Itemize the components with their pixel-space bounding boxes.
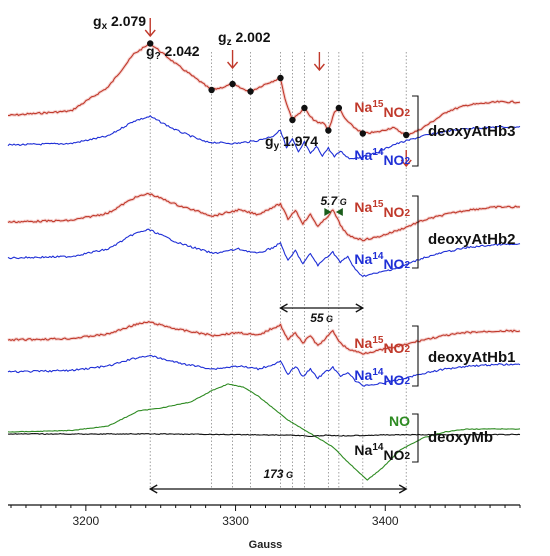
trace-deoxyAtHb3-na15 [8,43,521,136]
trace-deoxyAtHb2-na14 [7,228,521,278]
legend-deoxyAtHb2: Na15NO2 Na14NO2 deoxyAtHb2 [354,195,516,272]
measurement-arrowhead-left [324,208,332,216]
peak-dots [147,40,410,139]
x-tick-label-1: 3300 [222,514,249,528]
legend-entry-deoxyMb-1: Na14NO2 [354,442,410,463]
legend-entry-deoxyAtHb3-1: Na14NO2 [354,147,410,168]
peak-dot-8 [335,104,343,112]
measurement-arrows: 5.7 G 55 G 173 G [148,194,408,494]
group-label-deoxyAtHb3: deoxyAtHb3 [428,123,516,140]
group-label-deoxyAtHb2: deoxyAtHb2 [428,231,516,248]
legend-entry-deoxyAtHb3-0: Na15NO2 [354,99,410,120]
peak-dot-2 [229,80,236,88]
x-axis-title: Gauss [249,539,283,551]
legend-entry-deoxyMb-0: NO [389,413,410,429]
measurement-label-0: 5.7 G [321,194,347,208]
peak-dot-0 [147,40,154,47]
legend-deoxyAtHb3: Na15NO2 Na14NO2 deoxyAtHb3 [354,95,516,168]
g-marker-label-y: gy 1.974 [265,133,318,152]
peak-dot-7 [325,127,332,134]
trace-deoxyAtHb2-na15 [7,192,521,242]
trace-halo-deoxyAtHb3 [7,42,521,137]
trace-deoxyMb-mb_nitrite [7,433,521,438]
legend-entry-deoxyAtHb2-0: Na15NO2 [354,199,410,220]
peak-dot-5 [289,116,296,124]
legend-entry-deoxyAtHb1-0: Na15NO2 [354,335,410,356]
legend-deoxyAtHb1: Na15NO2 Na14NO2 deoxyAtHb1 [354,325,516,388]
measurement-label-1: 55 G [310,311,333,325]
trace-deoxyAtHb3-na14 [7,115,521,160]
x-tick-label-0: 3200 [72,514,99,528]
group-legends: Na15NO2 Na14NO2 deoxyAtHb3 Na15NO2 Na14NO2 de… [354,95,516,463]
g-marker-arrowhead-x [144,29,156,38]
trace-deoxyAtHb1-na14 [7,354,521,387]
x-axis: 3200 3300 3400 Gauss [8,504,521,551]
measurement-arrowhead-right [335,208,343,216]
x-tick-label-2: 3400 [372,514,399,528]
legend-entry-deoxyAtHb1-1: Na14NO2 [354,367,410,388]
g-marker-arrowhead-y [400,159,412,168]
group-label-deoxyMb: deoxyMb [428,429,493,446]
measurement-1: 55 G [279,303,365,325]
legend-bracket-deoxyAtHb1 [412,325,419,387]
g-marker-label-z: gz 2.002 [218,29,271,48]
legend-bracket-deoxyMb [412,413,419,463]
legend-entry-deoxyAtHb2-1: Na14NO2 [354,251,410,272]
peak-dot-10 [403,131,410,139]
measurement-arrowhead-right [355,303,365,313]
peak-dot-4 [277,74,284,82]
legend-bracket-deoxyAtHb3 [412,95,419,167]
spectrum-traces [7,42,521,481]
g-marker-label-?: g? 2.042 [146,43,200,62]
g-marker-label-x: gx 2.079 [93,13,146,32]
measurement-2: 173 G [148,467,408,494]
trace-deoxyAtHb1-na15 [7,321,521,355]
g-marker-arrowhead-? [227,61,239,70]
measurement-arrowhead-right [398,484,408,494]
peak-dot-3 [247,88,254,95]
measurement-arrowhead-left [148,484,158,494]
peak-dot-1 [208,86,215,94]
g-marker-arrowhead-z [313,63,325,72]
peak-dot-9 [359,130,367,137]
measurement-label-2: 173 G [263,467,293,481]
group-label-deoxyAtHb1: deoxyAtHb1 [428,349,516,366]
measurement-0: 5.7 G [321,194,347,216]
legend-bracket-deoxyAtHb2 [412,195,419,269]
legend-deoxyMb: NO Na14NO2 deoxyMb [354,413,493,463]
measurement-arrowhead-left [279,303,288,313]
peak-dot-6 [301,104,308,112]
guide-lines [149,52,407,488]
